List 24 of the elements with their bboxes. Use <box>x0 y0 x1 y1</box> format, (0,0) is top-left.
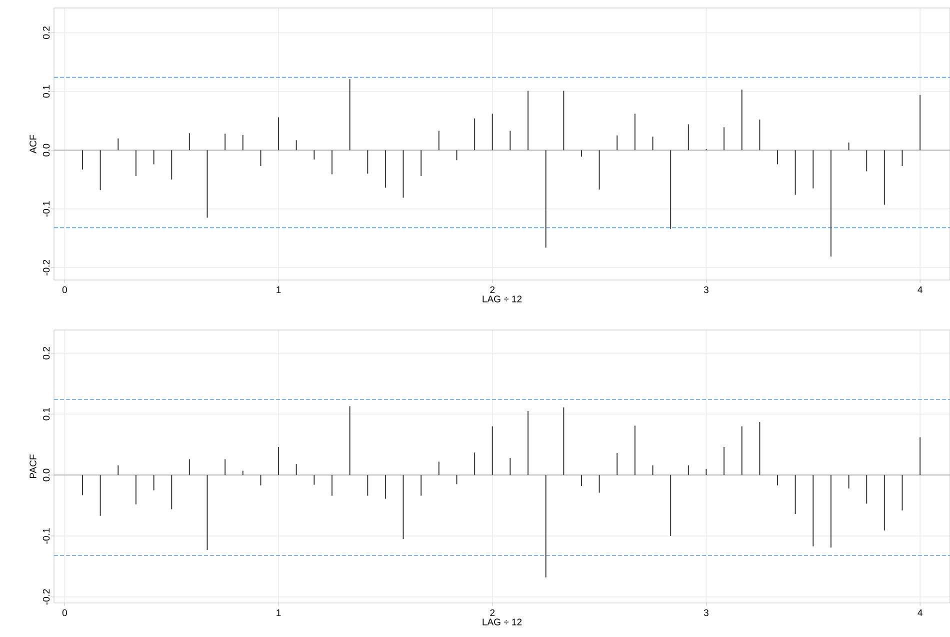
x-tick-label: 2 <box>490 286 495 293</box>
x-tick-label: 3 <box>704 286 708 294</box>
x-tick-label: 4 <box>918 609 922 616</box>
y-tick-label: 0.2 <box>42 347 50 360</box>
x-tick-label: 1 <box>276 286 281 293</box>
y-tick-label: -0.1 <box>42 528 50 544</box>
x-tick-label: 1 <box>276 609 281 616</box>
y-tick-label: 0.0 <box>42 468 50 482</box>
x-axis-title: LAG ÷ 12 <box>482 296 522 302</box>
x-axis-title: LAG ÷ 12 <box>482 618 522 626</box>
x-tick-label: 3 <box>704 609 708 616</box>
y-axis-title: PACF <box>30 454 36 478</box>
y-axis-title: ACF <box>30 134 36 154</box>
y-tick-label: 0.1 <box>42 85 50 98</box>
x-tick-label: 0 <box>62 286 67 294</box>
x-tick-label: 2 <box>490 609 495 616</box>
x-tick-label: 4 <box>918 286 922 293</box>
y-tick-label: -0.1 <box>42 201 50 217</box>
y-tick-label: -0.2 <box>42 260 50 276</box>
y-tick-label: -0.2 <box>42 589 50 605</box>
y-tick-label: 0.0 <box>42 144 50 156</box>
y-tick-label: 0.2 <box>42 26 50 39</box>
x-tick-label: 0 <box>62 609 67 616</box>
y-tick-label: 0.1 <box>42 408 50 420</box>
